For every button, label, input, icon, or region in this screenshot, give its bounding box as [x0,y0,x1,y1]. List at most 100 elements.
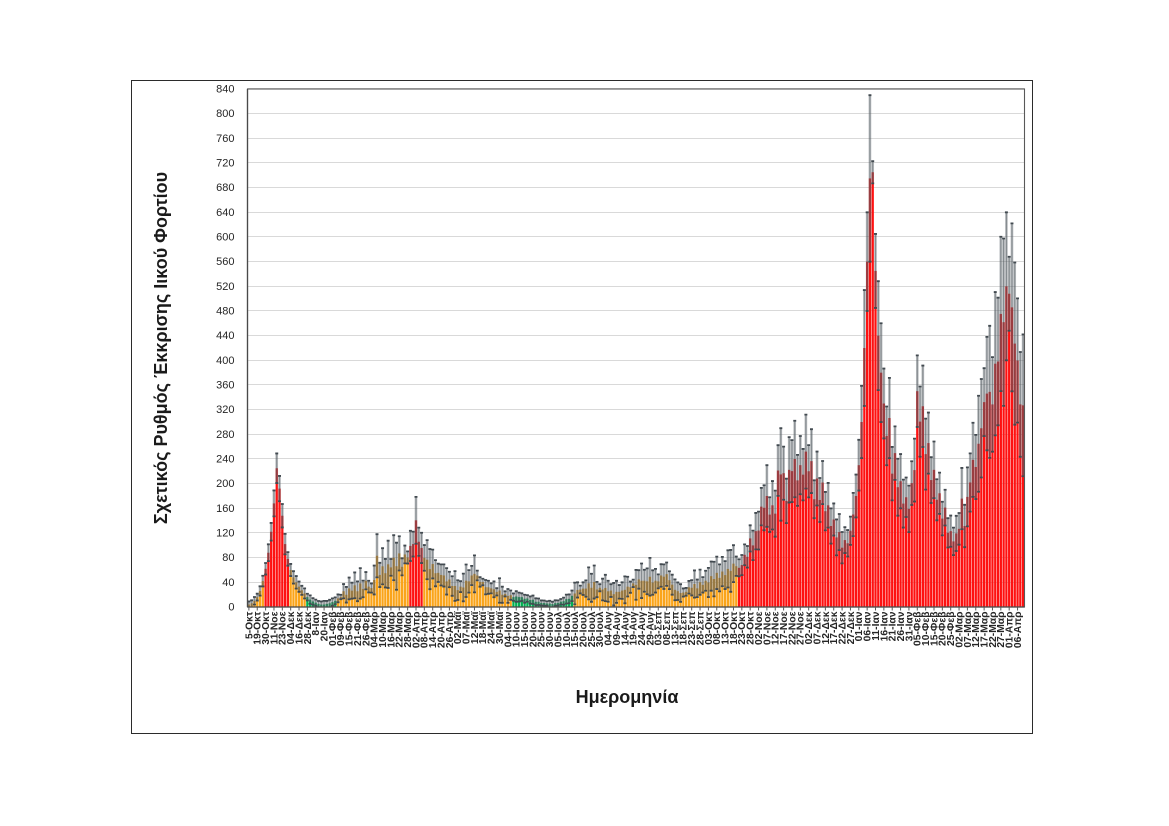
svg-text:Ημερομηνία: Ημερομηνία [576,687,679,707]
svg-text:19-Αυγ: 19-Αυγ [629,611,640,645]
svg-text:17-Νοε: 17-Νοε [779,611,790,645]
svg-text:08-Οκτ: 08-Οκτ [712,611,723,645]
svg-text:240: 240 [216,454,234,466]
svg-text:11-Ιαν: 11-Ιαν [871,611,882,641]
svg-text:520: 520 [216,281,234,293]
svg-text:20-Ιαν: 20-Ιαν [319,611,330,641]
svg-text:28-Μαρ: 28-Μαρ [403,612,414,648]
svg-text:30-Οκτ: 30-Οκτ [261,611,272,645]
svg-text:16-Ιαν: 16-Ιαν [879,611,890,641]
svg-text:08-Απρ: 08-Απρ [420,612,431,649]
svg-text:02-Απρ: 02-Απρ [411,612,422,649]
svg-text:02-Δεκ: 02-Δεκ [804,611,815,644]
svg-text:560: 560 [216,256,234,268]
svg-text:22-Μαρ: 22-Μαρ [988,612,999,648]
svg-text:18-Μαϊ: 18-Μαϊ [478,610,489,644]
svg-text:07-Μαϊ: 07-Μαϊ [462,610,473,644]
svg-text:07-Νοε: 07-Νοε [762,611,773,645]
svg-text:16-Δεκ: 16-Δεκ [294,611,305,644]
svg-text:15-Ιουλ: 15-Ιουλ [570,611,581,647]
svg-text:600: 600 [216,232,234,244]
svg-text:11-Νοε: 11-Νοε [269,611,280,644]
svg-text:Σχετικός Ρυθμός Έκκρισης Ιικού: Σχετικός Ρυθμός Έκκρισης Ιικού Φορτίου [151,172,171,524]
svg-text:23-Οκτ: 23-Οκτ [737,611,748,645]
svg-text:08-Σεπ: 08-Σεπ [662,611,673,645]
svg-text:30-Ιουν: 30-Ιουν [545,611,556,647]
svg-text:02-Μαϊ: 02-Μαϊ [453,610,464,644]
svg-text:09-Αυγ: 09-Αυγ [612,611,623,645]
svg-text:14-Αυγ: 14-Αυγ [620,611,631,645]
svg-text:19-Οκτ: 19-Οκτ [253,611,264,645]
svg-text:360: 360 [216,380,234,392]
svg-text:280: 280 [216,429,234,441]
svg-text:03-Σεπ: 03-Σεπ [654,611,665,645]
svg-text:28-Οκτ: 28-Οκτ [746,611,757,645]
svg-text:21-Ιαν: 21-Ιαν [888,611,899,641]
svg-text:800: 800 [216,108,234,120]
svg-text:20-Φεβ: 20-Φεβ [938,612,949,647]
svg-text:10-Ιουν: 10-Ιουν [512,611,523,647]
svg-text:17-Δεκ: 17-Δεκ [829,611,840,644]
svg-text:12-Μαϊ: 12-Μαϊ [470,610,481,644]
svg-text:160: 160 [216,503,234,515]
svg-text:30-Ιουλ: 30-Ιουλ [595,611,606,647]
svg-text:10-Φεβ: 10-Φεβ [921,612,932,647]
svg-text:24-Μαϊ: 24-Μαϊ [487,610,498,644]
svg-text:0: 0 [228,602,234,614]
svg-text:24-Αυγ: 24-Αυγ [637,611,648,645]
svg-text:07-Δεκ: 07-Δεκ [812,611,823,644]
svg-text:02-Μαρ: 02-Μαρ [954,612,965,648]
svg-text:05-Φεβ: 05-Φεβ [913,612,924,647]
svg-text:440: 440 [216,330,234,342]
svg-text:25-Ιουν: 25-Ιουν [537,611,548,647]
svg-text:10-Μαρ: 10-Μαρ [378,612,389,648]
svg-text:28-Σεπ: 28-Σεπ [695,611,706,645]
svg-text:28-Δεκ: 28-Δεκ [303,611,314,644]
svg-text:840: 840 [216,84,234,96]
svg-text:200: 200 [216,478,234,490]
svg-text:23-Σεπ: 23-Σεπ [687,611,698,645]
svg-text:640: 640 [216,207,234,219]
svg-text:22-Δεκ: 22-Δεκ [837,611,848,644]
svg-text:400: 400 [216,355,234,367]
svg-text:12-Νοε: 12-Νοε [771,611,782,645]
svg-text:27-Νοε: 27-Νοε [796,611,807,645]
svg-text:13-Οκτ: 13-Οκτ [721,611,732,645]
svg-text:16-Μαρ: 16-Μαρ [386,612,397,648]
svg-text:720: 720 [216,158,234,170]
svg-text:15-Φεβ: 15-Φεβ [345,612,356,647]
svg-text:20-Ιουλ: 20-Ιουλ [578,611,589,647]
svg-text:22-Μαρ: 22-Μαρ [395,612,406,648]
svg-text:80: 80 [222,552,234,564]
svg-text:8-Ιαν: 8-Ιαν [311,611,322,635]
svg-text:680: 680 [216,182,234,194]
svg-text:13-Σεπ: 13-Σεπ [670,611,681,645]
svg-text:06-Απρ: 06-Απρ [1013,612,1024,649]
svg-text:01-Φεβ: 01-Φεβ [328,612,339,647]
svg-text:02-Νοε: 02-Νοε [754,611,765,645]
svg-text:20-Ιουν: 20-Ιουν [528,611,539,647]
svg-text:40: 40 [222,577,234,589]
svg-text:04-Ιουν: 04-Ιουν [503,611,514,647]
svg-text:07-Μαρ: 07-Μαρ [963,612,974,648]
svg-text:18-Οκτ: 18-Οκτ [729,611,740,645]
svg-text:18-Σεπ: 18-Σεπ [679,611,690,645]
svg-text:31-Ιαν: 31-Ιαν [904,611,915,641]
svg-text:26-Φεβ: 26-Φεβ [361,612,372,647]
svg-text:480: 480 [216,306,234,318]
svg-text:320: 320 [216,404,234,416]
svg-text:15-Φεβ: 15-Φεβ [929,612,940,647]
svg-text:17-Μαρ: 17-Μαρ [980,612,991,648]
svg-text:15-Ιουν: 15-Ιουν [520,611,531,647]
svg-text:01-Ιαν: 01-Ιαν [854,611,865,641]
svg-text:21-Φεβ: 21-Φεβ [353,612,364,647]
svg-text:04-Αυγ: 04-Αυγ [604,611,615,645]
svg-text:05-Ιουλ: 05-Ιουλ [553,611,564,647]
svg-text:22-Νοε: 22-Νοε [787,611,798,645]
svg-text:14-Απρ: 14-Απρ [428,612,439,649]
svg-text:26-Ιαν: 26-Ιαν [896,611,907,641]
svg-text:30-Μαϊ: 30-Μαϊ [495,610,506,644]
svg-text:01-Απρ: 01-Απρ [1005,612,1016,649]
svg-text:760: 760 [216,133,234,145]
svg-text:26-Απρ: 26-Απρ [445,612,456,649]
